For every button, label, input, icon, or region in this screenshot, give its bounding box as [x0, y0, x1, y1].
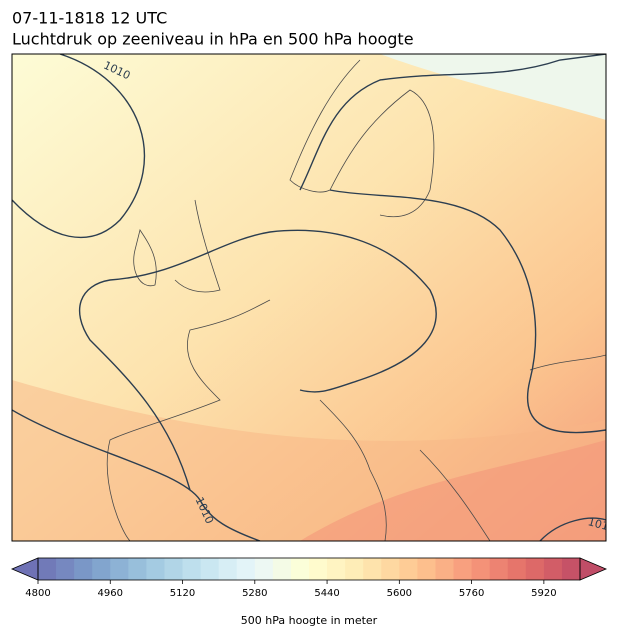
colorbar: 4800 4960 5120 5280 5440 5600 5760 5920	[10, 557, 608, 599]
colorbar-swatch	[254, 558, 274, 580]
colorbar-tick-label: 5440	[314, 588, 339, 599]
colorbar-swatch	[56, 558, 75, 580]
colorbar-swatch	[381, 558, 400, 580]
colorbar-swatch	[200, 558, 220, 580]
colorbar-swatch	[453, 558, 473, 580]
colorbar-swatch	[399, 558, 418, 580]
colorbar-tick-label: 5760	[459, 588, 484, 599]
colorbar-swatch	[543, 558, 563, 580]
map-date: 07-11-1818 12 UTC	[12, 9, 167, 28]
colorbar-tick-label: 4800	[25, 588, 50, 599]
colorbar-swatch	[92, 558, 111, 580]
colorbar-swatch	[417, 558, 436, 580]
colorbar-swatch	[309, 558, 328, 580]
coastlines	[106, 59, 606, 541]
colorbar-swatch	[272, 558, 292, 580]
colorbar-frame	[37, 557, 581, 581]
colorbar-swatch	[327, 558, 346, 580]
height-band	[380, 54, 606, 120]
colorbar-swatch	[525, 558, 545, 580]
colorbar-label: 500 hPa hoogte in meter	[241, 614, 378, 627]
colorbar-swatch	[146, 558, 165, 580]
colorbar-swatch	[561, 558, 581, 580]
colorbar-tick-label: 4960	[98, 588, 123, 599]
colorbar-swatch	[110, 558, 129, 580]
colorbar-swatch	[182, 558, 202, 580]
colorbar-swatch	[290, 558, 310, 580]
colorbar-swatch	[164, 558, 184, 580]
colorbar-swatch	[38, 558, 57, 580]
colorbar-swatch	[74, 558, 93, 580]
map-title: Luchtdruk op zeeniveau in hPa en 500 hPa…	[12, 30, 414, 49]
colorbar-swatch	[363, 558, 382, 580]
height-band	[300, 440, 606, 541]
map-area: 1010 1010 1015	[12, 54, 606, 541]
colorbar-extend-low	[10, 557, 39, 581]
map-frame	[11, 53, 607, 542]
colorbar-tick-label: 5600	[387, 588, 412, 599]
colorbar-tick-label: 5120	[170, 588, 195, 599]
colorbar-tick-label: 5280	[242, 588, 267, 599]
colorbar-swatch	[128, 558, 147, 580]
isobars	[12, 54, 606, 541]
colorbar-tick-label: 5920	[531, 588, 556, 599]
colorbar-extend-high	[579, 557, 608, 581]
colorbar-swatch	[471, 558, 491, 580]
colorbar-swatch	[489, 558, 509, 580]
colorbar-swatch	[435, 558, 455, 580]
colorbar-swatch	[236, 558, 256, 580]
colorbar-swatch	[345, 558, 364, 580]
colorbar-swatch	[218, 558, 238, 580]
colorbar-swatch	[507, 558, 527, 580]
